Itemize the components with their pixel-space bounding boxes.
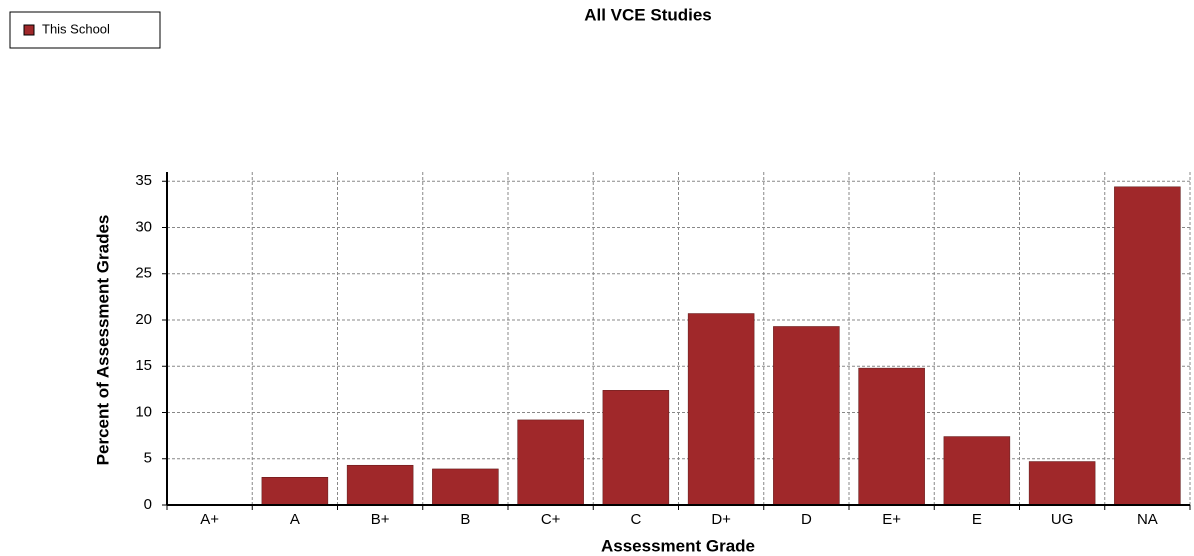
x-tick-label: D+ [711,511,731,528]
y-tick-label: 30 [135,218,152,235]
bar [858,367,925,506]
x-tick-label: A [290,511,300,528]
x-tick-label: E [972,511,982,528]
bar [1028,461,1096,506]
legend-swatch [23,24,35,36]
bar [261,477,329,506]
x-tick-label: C [630,511,641,528]
y-tick-label: 0 [144,496,152,513]
x-axis-label: Assessment Grade [601,536,755,555]
bar [1114,186,1181,506]
x-tick-label: B [460,511,470,528]
x-tick-label: B+ [371,511,390,528]
y-tick-label: 25 [135,265,152,282]
bar [432,468,499,506]
bar [346,464,414,506]
bar [943,436,1011,506]
bar [517,419,584,506]
y-tick-label: 35 [135,172,152,189]
x-tick-label: C+ [541,511,561,528]
x-tick-label: D [801,511,812,528]
x-tick-label: UG [1051,511,1074,528]
legend-box [9,11,161,49]
legend-label: This School [42,21,110,36]
bar [687,313,755,506]
chart-title: All VCE Studies [584,5,712,24]
y-axis-label: Percent of Assessment Grades [93,215,112,466]
y-tick-label: 20 [135,311,152,328]
x-tick-label: E+ [882,511,901,528]
bar [773,326,840,506]
y-tick-label: 15 [135,357,152,374]
bar [602,390,670,506]
y-tick-label: 5 [144,450,152,467]
x-tick-label: NA [1137,511,1158,528]
y-tick-label: 10 [135,403,152,420]
x-tick-label: A+ [200,511,219,528]
